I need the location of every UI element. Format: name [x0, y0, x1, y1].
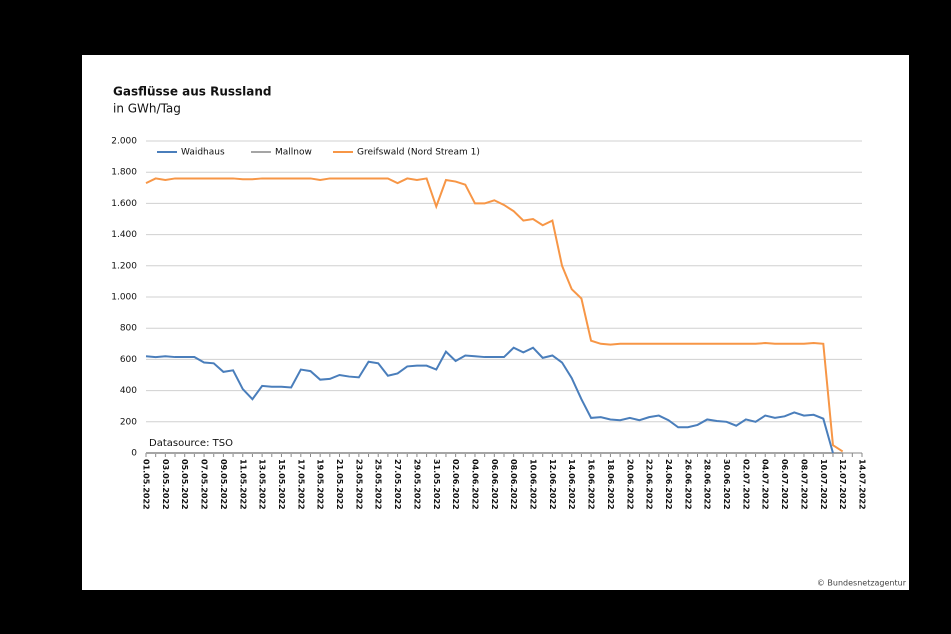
x-tick-label: 29.05.2022 [412, 459, 421, 510]
credit: © Bundesnetzagentur [817, 579, 907, 588]
x-tick-label: 31.05.2022 [432, 459, 441, 510]
chart-panel [82, 55, 909, 590]
x-tick-label: 22.06.2022 [645, 459, 654, 510]
x-tick-label: 08.06.2022 [509, 459, 518, 510]
y-tick-label: 1.200 [111, 261, 137, 271]
x-tick-label: 11.05.2022 [238, 459, 247, 510]
x-tick-label: 14.06.2022 [567, 459, 576, 510]
x-tick-label: 17.05.2022 [296, 459, 305, 510]
x-tick-label: 07.05.2022 [200, 459, 209, 510]
x-tick-label: 26.06.2022 [683, 459, 692, 510]
y-tick-label: 2.000 [111, 137, 137, 147]
legend-label: Mallnow [275, 148, 312, 158]
x-tick-label: 15.05.2022 [277, 459, 286, 510]
legend-label: Waidhaus [181, 148, 225, 158]
annotation: Datasource: TSO [149, 438, 233, 449]
x-tick-label: 06.07.2022 [780, 459, 789, 510]
x-tick-label: 09.05.2022 [219, 459, 228, 510]
x-tick-label: 23.05.2022 [354, 459, 363, 510]
x-tick-label: 12.06.2022 [548, 459, 557, 510]
x-tick-label: 30.06.2022 [722, 459, 731, 510]
x-tick-label: 04.06.2022 [470, 459, 479, 510]
x-tick-label: 12.07.2022 [838, 459, 847, 510]
x-tick-label: 05.05.2022 [180, 459, 189, 510]
x-tick-label: 28.06.2022 [703, 459, 712, 510]
x-tick-label: 20.06.2022 [625, 459, 634, 510]
x-tick-label: 01.05.2022 [142, 459, 151, 510]
x-tick-label: 03.05.2022 [161, 459, 170, 510]
x-tick-label: 21.05.2022 [335, 459, 344, 510]
x-tick-label: 04.07.2022 [761, 459, 770, 510]
y-tick-label: 1.400 [111, 230, 137, 240]
x-tick-label: 18.06.2022 [606, 459, 615, 510]
x-tick-label: 10.07.2022 [819, 459, 828, 510]
legend-label: Greifswald (Nord Stream 1) [357, 148, 480, 158]
x-tick-label: 25.05.2022 [374, 459, 383, 510]
x-tick-label: 27.05.2022 [393, 459, 402, 510]
x-tick-label: 10.06.2022 [529, 459, 538, 510]
x-tick-label: 24.06.2022 [664, 459, 673, 510]
x-tick-label: 02.07.2022 [741, 459, 750, 510]
x-tick-label: 06.06.2022 [490, 459, 499, 510]
y-tick-label: 400 [120, 386, 137, 396]
x-tick-label: 08.07.2022 [799, 459, 808, 510]
x-tick-label: 16.06.2022 [587, 459, 596, 510]
y-tick-label: 1.800 [111, 168, 137, 178]
series-line [145, 177, 844, 453]
y-tick-label: 1.600 [111, 199, 137, 209]
y-tick-label: 0 [131, 449, 137, 459]
x-tick-label: 19.05.2022 [316, 459, 325, 510]
chart-title: Gasflüsse aus Russland [113, 85, 272, 99]
y-tick-label: 1.000 [111, 293, 137, 303]
y-tick-label: 800 [120, 324, 137, 334]
y-tick-label: 200 [120, 417, 137, 427]
chart-subtitle: in GWh/Tag [113, 102, 181, 116]
x-tick-label: 02.06.2022 [451, 459, 460, 510]
series-line [145, 346, 834, 454]
x-tick-label: 14.07.2022 [858, 459, 867, 510]
x-tick-label: 13.05.2022 [258, 459, 267, 510]
y-tick-label: 600 [120, 355, 137, 365]
